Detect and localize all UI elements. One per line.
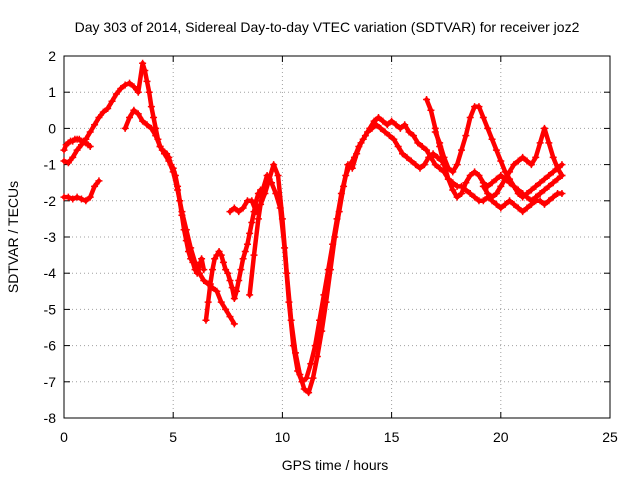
chart-title: Day 303 of 2014, Sidereal Day-to-day VTE… (75, 19, 580, 35)
tick-labels: 0 5 10 15 20 25 -8 -7 -6 -5 -4 -3 -2 -1 0 1 2 (44, 48, 618, 445)
y-tick-label: -2 (44, 193, 57, 209)
point-cluster (310, 354, 320, 381)
y-tick-label: -4 (44, 265, 57, 281)
point-cluster (321, 267, 331, 298)
x-tick-label: 15 (384, 429, 400, 445)
point-cluster (319, 299, 329, 334)
series-arc-d (121, 106, 238, 328)
point-cluster (315, 328, 324, 359)
data-point (200, 266, 208, 274)
y-tick-label: -5 (44, 301, 57, 317)
x-tick-label: 20 (493, 429, 509, 445)
y-tick-label: -7 (44, 374, 57, 390)
y-tick-label: 0 (48, 120, 56, 136)
data-point (558, 171, 566, 179)
point-cluster (256, 187, 265, 222)
point-cluster (312, 318, 322, 348)
data-point (95, 177, 103, 185)
x-tick-label: 25 (602, 429, 618, 445)
series-arc-j (431, 103, 566, 201)
point-cluster (251, 216, 261, 258)
y-tick-label: -3 (44, 229, 57, 245)
series-arc-a (60, 59, 208, 277)
point-cluster (247, 252, 257, 298)
y-tick-label: -6 (44, 338, 57, 354)
series-arc-e (202, 186, 265, 324)
point-cluster (334, 191, 344, 222)
series-arc-b (60, 135, 94, 154)
point-cluster (323, 267, 333, 305)
x-axis-label: GPS time / hours (282, 457, 389, 473)
point-cluster (330, 216, 340, 247)
x-tick-label: 10 (275, 429, 291, 445)
y-tick-label: -1 (44, 157, 57, 173)
data-point (86, 143, 94, 150)
x-tick-label: 5 (169, 429, 177, 445)
point-cluster (286, 299, 296, 348)
point-cluster (291, 343, 300, 374)
point-cluster (317, 292, 327, 323)
y-tick-label: -8 (44, 410, 57, 426)
y-axis-label: SDTVAR / TECUs (5, 181, 21, 293)
series-arc-k (479, 124, 566, 201)
point-cluster (326, 241, 335, 272)
data-point (558, 190, 566, 198)
y-tick-label: 1 (48, 84, 56, 100)
data-point (230, 320, 238, 328)
data-point (558, 161, 566, 169)
x-tick-label: 0 (60, 429, 68, 445)
point-cluster (282, 245, 292, 305)
axis-ticks (63, 55, 611, 419)
point-cluster (175, 187, 185, 214)
point-cluster (277, 205, 287, 251)
series-arc-c (60, 177, 103, 205)
y-tick-label: 2 (48, 48, 56, 64)
data-points (60, 59, 566, 397)
